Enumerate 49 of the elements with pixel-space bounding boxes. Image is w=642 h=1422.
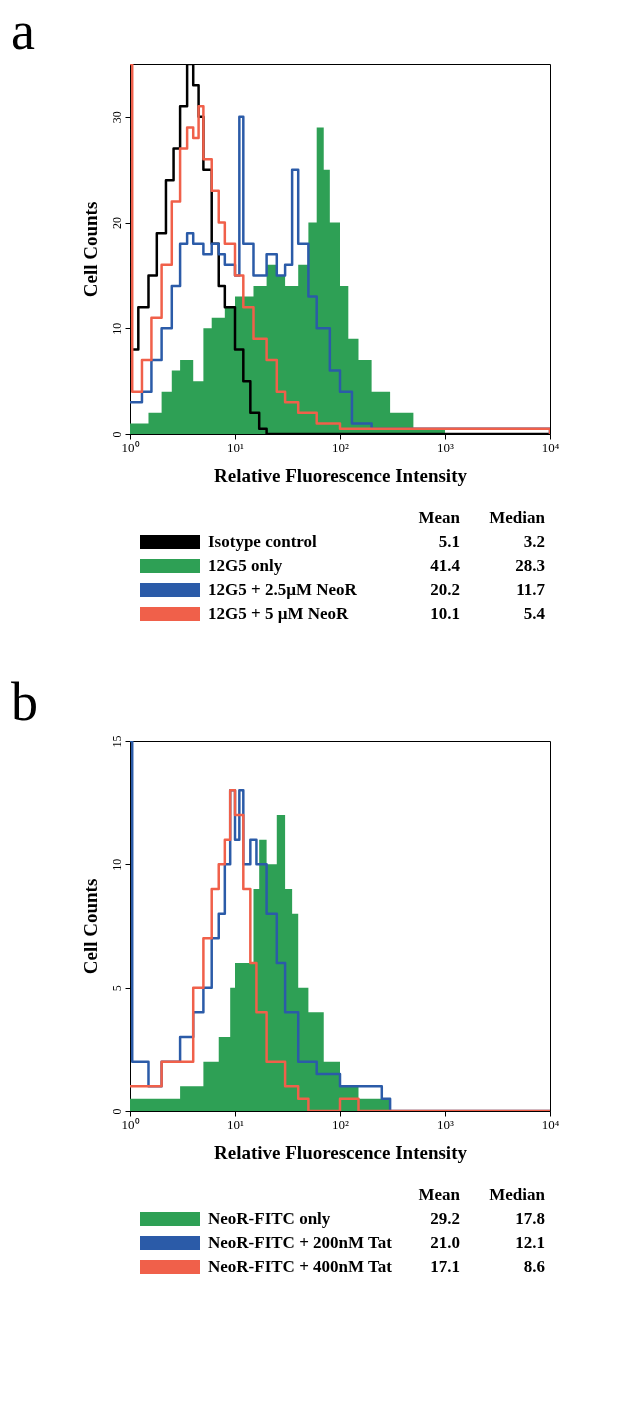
text: 17.8 bbox=[515, 1209, 545, 1228]
legend-label: NeoR-FITC + 400nM Tat bbox=[208, 1257, 393, 1276]
text: 21.0 bbox=[430, 1233, 460, 1252]
x-tick-label: 10⁴ bbox=[541, 1116, 560, 1132]
chart-title: b bbox=[11, 672, 38, 732]
text: 17.1 bbox=[430, 1257, 460, 1276]
text: 10.1 bbox=[430, 604, 460, 623]
legend-label: 12G5 + 2.5µM NeoR bbox=[208, 580, 358, 599]
y-tick-label: 20 bbox=[109, 217, 124, 230]
y-axis-title: Cell Counts bbox=[79, 201, 101, 298]
x-axis-title: Relative Fluorescence Intensity bbox=[214, 464, 468, 486]
chart-title: a bbox=[11, 1, 35, 61]
legend-label: 12G5 only bbox=[208, 556, 283, 575]
text: 12.1 bbox=[515, 1233, 545, 1252]
x-tick-label: 10² bbox=[332, 1116, 350, 1132]
x-tick-label: 10⁰ bbox=[121, 1116, 140, 1132]
text: 3.2 bbox=[523, 532, 545, 551]
text: Mean bbox=[418, 508, 461, 527]
text: 11.7 bbox=[516, 580, 546, 599]
y-axis-title: Cell Counts bbox=[79, 878, 101, 975]
text: 29.2 bbox=[430, 1209, 460, 1228]
x-tick-label: 10³ bbox=[437, 1116, 455, 1132]
text: 41.4 bbox=[430, 556, 461, 575]
y-tick-label: 0 bbox=[109, 431, 124, 438]
x-tick-label: 10⁰ bbox=[121, 439, 140, 455]
legend-label: 12G5 + 5 µM NeoR bbox=[208, 604, 350, 623]
y-tick-label: 10 bbox=[109, 322, 124, 335]
y-tick-label: 30 bbox=[109, 111, 124, 124]
y-tick-label: 0 bbox=[109, 1108, 124, 1115]
x-axis-title: Relative Fluorescence Intensity bbox=[214, 1141, 468, 1163]
text: Mean bbox=[418, 1185, 461, 1204]
y-tick-label: 10 bbox=[109, 858, 124, 871]
x-tick-label: 10⁴ bbox=[541, 439, 560, 455]
text: 5.4 bbox=[523, 604, 546, 623]
text: 28.3 bbox=[515, 556, 545, 575]
x-tick-label: 10¹ bbox=[227, 1116, 245, 1132]
x-tick-label: 10¹ bbox=[227, 439, 245, 455]
text: 20.2 bbox=[430, 580, 460, 599]
x-tick-label: 10² bbox=[332, 439, 350, 455]
text: Median bbox=[489, 1185, 546, 1204]
legend-label: NeoR-FITC only bbox=[208, 1209, 331, 1228]
y-tick-label: 5 bbox=[109, 985, 124, 992]
y-tick-label: 15 bbox=[109, 735, 124, 748]
x-tick-label: 10³ bbox=[437, 439, 455, 455]
legend-label: NeoR-FITC + 200nM Tat bbox=[208, 1233, 393, 1252]
text: Median bbox=[489, 508, 546, 527]
legend-label: Isotype control bbox=[208, 532, 318, 551]
text: 5.1 bbox=[438, 532, 460, 551]
text: 8.6 bbox=[523, 1257, 545, 1276]
